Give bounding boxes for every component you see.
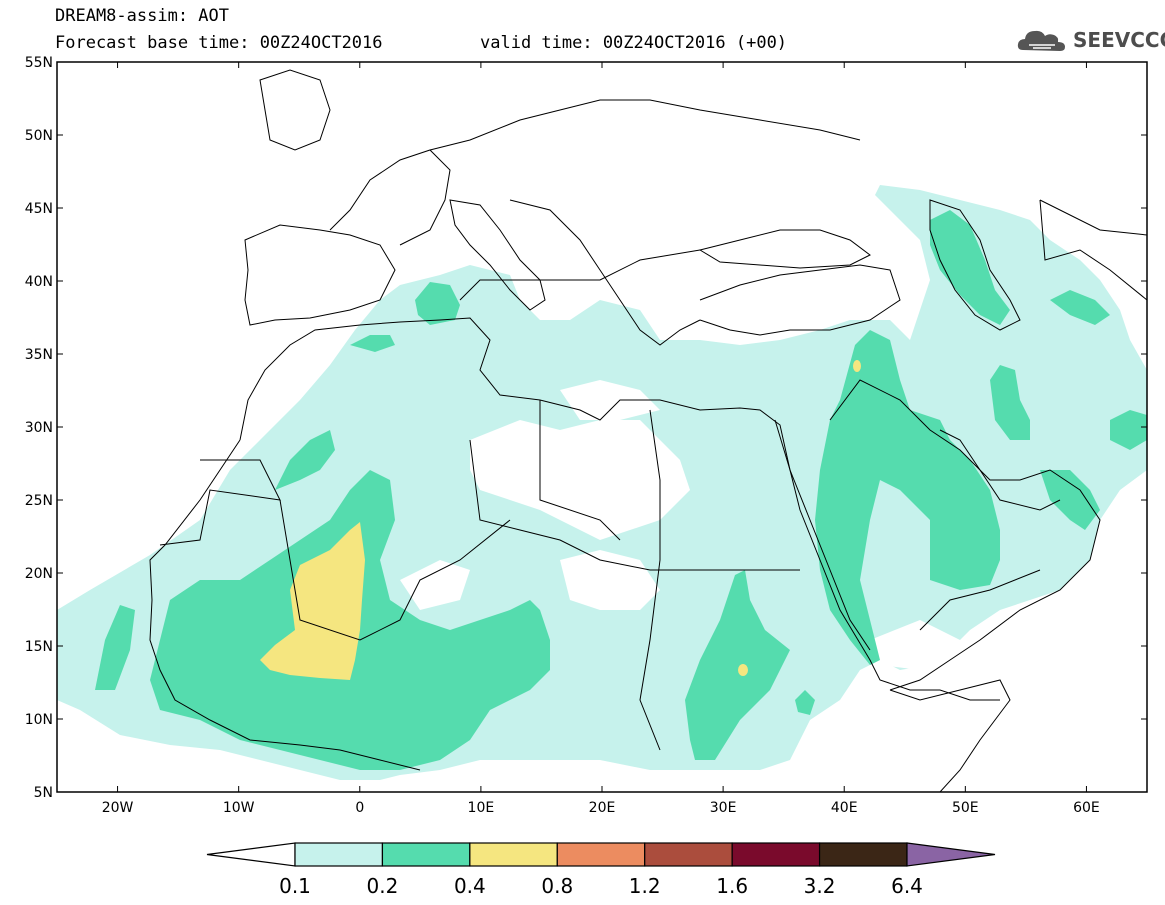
lon-tick-label: 10W (223, 800, 255, 816)
lon-tick-label: 0 (355, 800, 364, 816)
border-line-3 (279, 499, 511, 641)
aot-gap-sahel (400, 560, 470, 610)
lon-tick-label: 40E (831, 800, 858, 816)
horn-of-africa (889, 679, 1011, 792)
colorbar-left-arrow (206, 842, 296, 867)
lon-tick-label: 20W (102, 800, 134, 816)
aot-level-0.2-algeria-coast (350, 335, 395, 352)
seevccc-logo: SEEVCCC (1017, 24, 1165, 56)
africa-coastline (239, 317, 1000, 701)
map-title: DREAM8-assim: AOT (55, 6, 229, 26)
turkey-coast (699, 264, 901, 336)
balkans-coast (509, 199, 701, 346)
aot-level-0.4-sudan-spot (738, 664, 748, 676)
aot-field (57, 185, 1147, 780)
border-line-5 (539, 400, 621, 541)
colorbar-label: 1.6 (716, 874, 748, 898)
colorbar-box (469, 842, 558, 867)
longitude-axis: 20W 10W 0 10E 20E 30E 40E 50E 60E (102, 62, 1100, 816)
coastlines (149, 69, 1147, 792)
aot-gap-sudan (560, 550, 660, 610)
colorbar-label: 1.2 (629, 874, 661, 898)
aot-level-0.2-central-asia (1050, 290, 1110, 325)
aot-level-0.2-pakistan (1110, 410, 1147, 450)
colorbar-box (381, 842, 471, 867)
colorbar-box (556, 842, 646, 867)
valid-time: valid time: 00Z24OCT2016 (+00) (480, 33, 788, 53)
caspian-coast (929, 199, 1021, 331)
colorbar-label: 3.2 (804, 874, 836, 898)
border-line-4 (159, 459, 281, 546)
lat-tick-label: 25N (25, 493, 53, 509)
colorbar-label: 6.4 (891, 874, 923, 898)
aot-level-0.2-mauritania (95, 605, 135, 690)
aot-level-0.4-iraq-spot (853, 360, 861, 372)
lat-tick-label: 20N (25, 566, 53, 582)
lat-tick-label: 15N (25, 639, 53, 655)
colorbar-right-arrow (906, 842, 996, 867)
lat-tick-label: 50N (25, 128, 53, 144)
aot-level-0.2-ethiopia (795, 690, 815, 715)
border-line-2 (639, 409, 661, 751)
persian-gulf-coast (939, 429, 1061, 511)
border-line-7 (1039, 199, 1147, 301)
colorbar-box (294, 842, 384, 867)
colorbar-box (644, 842, 733, 867)
west-africa-coast (149, 439, 421, 771)
lon-tick-label: 30E (710, 800, 737, 816)
logo-text: SEEVCCC (1073, 28, 1165, 52)
lat-tick-label: 30N (25, 420, 53, 436)
aot-level-0.4-mali (260, 522, 365, 680)
uk-coast (259, 69, 331, 151)
lon-tick-label: 10E (468, 800, 495, 816)
aot-level-0.2-gulf (1040, 470, 1100, 530)
forecast-base-time: Forecast base time: 00Z24OCT2016 (55, 33, 383, 53)
border-line-1 (469, 439, 800, 571)
black-sea-coast (698, 229, 871, 269)
aot-gap-sahara (470, 420, 690, 540)
lat-tick-label: 5N (34, 785, 53, 801)
lon-tick-label: 20E (589, 800, 616, 816)
lat-tick-label: 45N (25, 201, 53, 217)
latitude-axis: 55N 50N 45N 40N 35N 30N 25N 20N 15N 10N 5N (25, 55, 1147, 801)
europe-coast-spain (244, 224, 396, 326)
border-line-8 (919, 569, 1041, 631)
arabia-coast (829, 379, 1101, 691)
colorbar-label: 0.8 (541, 874, 573, 898)
lon-tick-label: 60E (1073, 800, 1100, 816)
aot-gap-libya (560, 380, 660, 420)
cloud-icon (1017, 30, 1065, 51)
lat-tick-label: 55N (25, 55, 53, 71)
border-line-6 (1039, 199, 1147, 236)
red-sea-coast (774, 419, 871, 651)
europe-coast-france (329, 149, 451, 246)
border-line-10 (429, 99, 861, 151)
lat-tick-label: 35N (25, 347, 53, 363)
aot-level-0.2-sardinia (415, 282, 460, 325)
colorbar-label: 0.1 (279, 874, 311, 898)
colorbar-label: 0.4 (454, 874, 486, 898)
aot-level-0.2-sudan (685, 570, 790, 760)
aot-level-0.2-arabia (815, 330, 1000, 665)
colorbar: 0.1 0.2 0.4 0.8 1.2 1.6 3.2 6.4 (206, 842, 996, 898)
lat-tick-label: 40N (25, 274, 53, 290)
italy-coast (449, 199, 546, 311)
lon-tick-label: 50E (952, 800, 979, 816)
border-line-9 (459, 249, 701, 301)
lat-tick-label: 10N (25, 712, 53, 728)
colorbar-box (731, 842, 821, 867)
aot-gap-east (870, 620, 960, 670)
aot-level-0.2-morocco (275, 430, 335, 490)
aot-level-0.2-caspian (930, 210, 1010, 325)
colorbar-box (818, 842, 908, 867)
aot-level-0.2-iran (990, 365, 1030, 440)
colorbar-label: 0.2 (367, 874, 399, 898)
